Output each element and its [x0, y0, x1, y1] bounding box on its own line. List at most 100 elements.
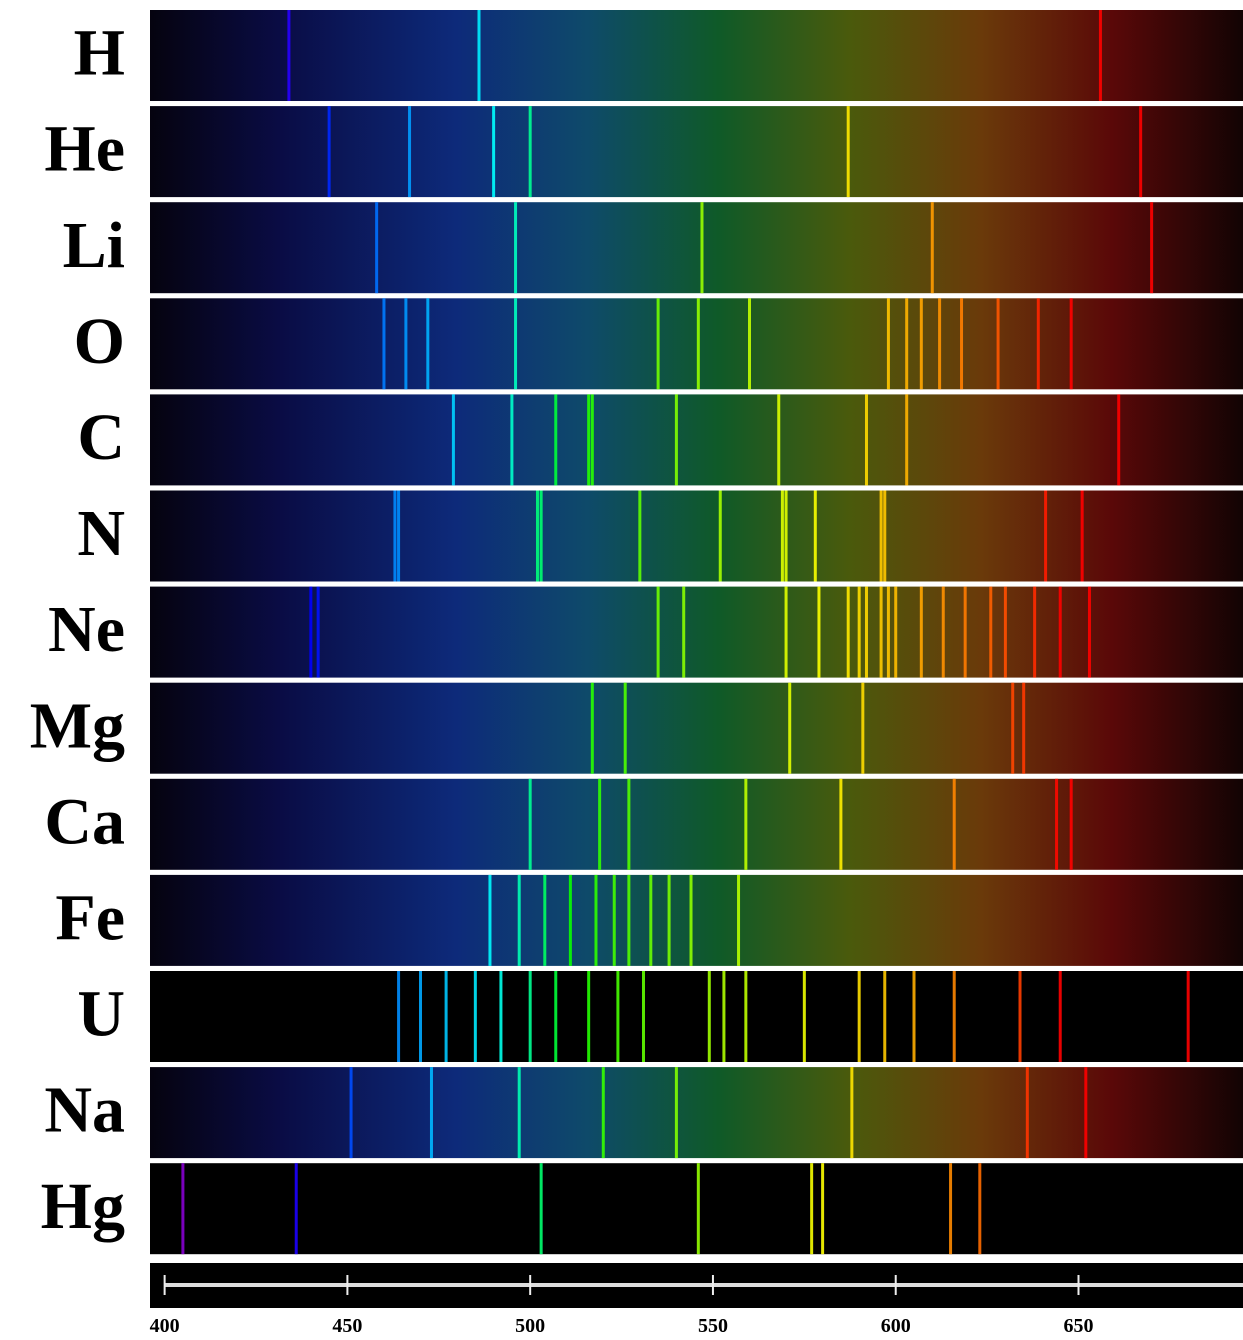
- spectral-line: [813, 490, 817, 582]
- spectral-line: [919, 298, 923, 390]
- spectral-line: [886, 586, 890, 678]
- spectral-line: [587, 394, 591, 486]
- spectral-line: [656, 586, 660, 678]
- spectral-line: [864, 586, 868, 678]
- spectrum-background: [150, 682, 1243, 774]
- spectral-line: [656, 298, 660, 390]
- spectral-line: [737, 874, 741, 966]
- spectral-line: [514, 298, 518, 390]
- spectral-line: [941, 586, 945, 678]
- spectral-line: [598, 778, 602, 870]
- spectrum-background: [150, 490, 1243, 582]
- spectral-line: [857, 586, 861, 678]
- spectral-line: [404, 298, 408, 390]
- spectral-line: [1003, 586, 1007, 678]
- spectral-line: [426, 298, 430, 390]
- spectral-line: [539, 1163, 543, 1255]
- spectral-line: [919, 586, 923, 678]
- spectral-line: [864, 394, 868, 486]
- element-label: Mg: [30, 689, 125, 762]
- spectral-line: [1087, 586, 1091, 678]
- element-label: N: [77, 497, 125, 570]
- spectral-line: [473, 971, 477, 1062]
- spectral-line: [802, 971, 806, 1062]
- spectral-line: [316, 586, 320, 678]
- spectral-line: [777, 394, 781, 486]
- spectral-line: [543, 874, 547, 966]
- x-tick-label: 650: [1064, 1315, 1094, 1337]
- spectral-line: [616, 971, 620, 1062]
- spectrum-background: [150, 202, 1243, 294]
- spectral-line: [623, 682, 627, 774]
- x-tick-label: 600: [881, 1315, 911, 1337]
- spectral-line: [517, 1067, 521, 1159]
- spectrum-background: [150, 1067, 1243, 1159]
- spectral-line: [682, 586, 686, 678]
- x-tick-label: 500: [515, 1315, 545, 1337]
- spectral-line: [846, 586, 850, 678]
- spectral-line: [1069, 298, 1073, 390]
- spectral-line: [568, 874, 572, 966]
- spectral-line: [349, 1067, 353, 1159]
- spectral-line: [930, 202, 934, 294]
- spectral-line: [963, 586, 967, 678]
- spectral-line: [535, 490, 539, 582]
- spectral-line: [1011, 682, 1015, 774]
- spectral-line: [905, 298, 909, 390]
- spectral-line: [667, 874, 671, 966]
- spectral-line: [492, 106, 496, 198]
- spectral-line: [612, 874, 616, 966]
- spectral-line: [539, 490, 543, 582]
- spectral-line: [879, 490, 883, 582]
- spectral-line: [517, 874, 521, 966]
- spectral-line: [477, 10, 481, 101]
- x-tick-label: 450: [332, 1315, 362, 1337]
- spectral-line: [883, 490, 887, 582]
- spectral-line: [784, 490, 788, 582]
- spectral-line: [700, 202, 704, 294]
- spectrum-background: [150, 874, 1243, 966]
- spectrum-background: [150, 778, 1243, 870]
- spectral-line: [883, 971, 887, 1062]
- element-label: O: [74, 305, 125, 378]
- spectral-line: [408, 106, 412, 198]
- spectral-line: [978, 1163, 982, 1255]
- spectral-line: [821, 1163, 825, 1255]
- spectral-line: [181, 1163, 185, 1255]
- spectral-line: [1080, 490, 1084, 582]
- spectral-line: [1058, 971, 1062, 1062]
- spectral-line: [879, 586, 883, 678]
- spectral-line: [594, 874, 598, 966]
- spectral-line: [788, 682, 792, 774]
- spectral-line: [1055, 778, 1059, 870]
- element-label: C: [77, 401, 125, 474]
- spectral-line: [780, 490, 784, 582]
- spectral-line: [382, 298, 386, 390]
- spectral-line: [528, 778, 532, 870]
- spectral-line: [952, 778, 956, 870]
- spectral-line: [850, 1067, 854, 1159]
- spectral-line: [528, 971, 532, 1062]
- spectral-line: [839, 778, 843, 870]
- spectral-line: [894, 586, 898, 678]
- spectral-line: [1069, 778, 1073, 870]
- spectral-line: [810, 1163, 814, 1255]
- spectral-line: [707, 971, 711, 1062]
- spectral-line: [1036, 298, 1040, 390]
- spectral-line: [393, 490, 397, 582]
- spectral-line: [309, 586, 313, 678]
- spectral-line: [510, 394, 514, 486]
- spectral-line: [429, 1067, 433, 1159]
- spectral-line: [444, 971, 448, 1062]
- spectral-line: [696, 298, 700, 390]
- spectral-line: [718, 490, 722, 582]
- spectral-line: [949, 1163, 953, 1255]
- spectral-line: [528, 106, 532, 198]
- spectral-line: [1025, 1067, 1029, 1159]
- spectral-line: [397, 971, 401, 1062]
- spectral-line: [960, 298, 964, 390]
- spectrum-background: [150, 394, 1243, 486]
- spectral-line: [488, 874, 492, 966]
- spectrum-background: [150, 106, 1243, 198]
- spectral-line: [996, 298, 1000, 390]
